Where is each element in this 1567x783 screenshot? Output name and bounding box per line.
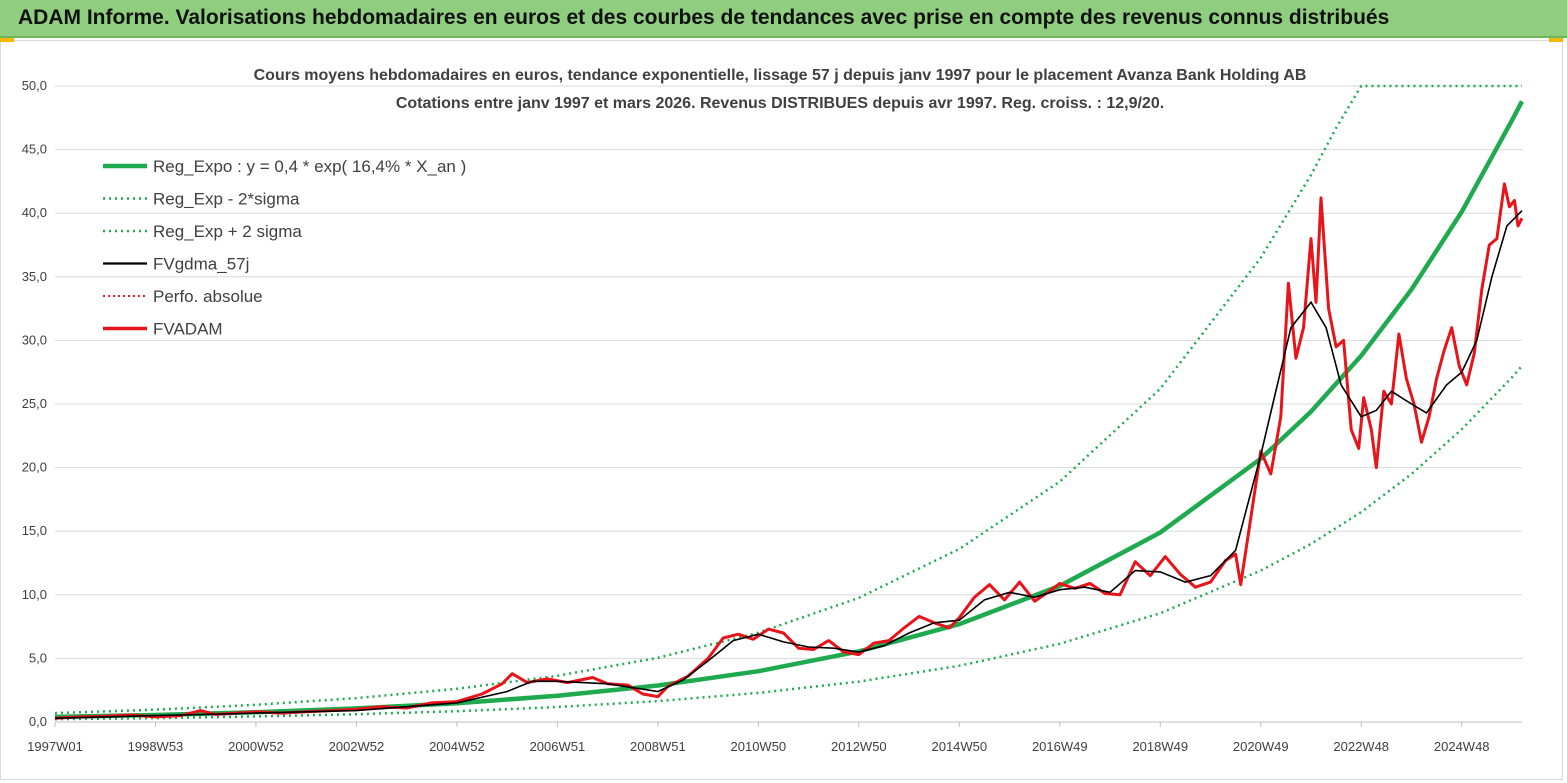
x-tick-label: 2022W48 xyxy=(1333,739,1389,754)
x-tick-label: 2000W52 xyxy=(228,739,284,754)
x-tick-label: 2014W50 xyxy=(931,739,987,754)
x-tick-label: 2016W49 xyxy=(1032,739,1088,754)
x-tick-label: 2018W49 xyxy=(1132,739,1188,754)
legend-label: FVADAM xyxy=(153,320,223,339)
x-tick-label: 2024W48 xyxy=(1434,739,1490,754)
x-tick-label: 2012W50 xyxy=(831,739,887,754)
chart-title-line2: Cotations entre janv 1997 et mars 2026. … xyxy=(396,95,1164,112)
x-tick-label: 2010W50 xyxy=(731,739,787,754)
legend-label: FVgdma_57j xyxy=(153,255,249,274)
y-tick-label: 15,0 xyxy=(22,523,47,538)
series-reg-exp-2-sigma xyxy=(54,364,1523,721)
legend: Reg_Expo : y = 0,4 * exp( 16,4% * X_an )… xyxy=(103,157,466,339)
y-tick-label: 5,0 xyxy=(29,650,47,665)
report-title: ADAM Informe. Valorisations hebdomadaire… xyxy=(18,6,1390,29)
x-tick-label: 2004W52 xyxy=(429,739,485,754)
y-tick-label: 30,0 xyxy=(22,332,47,347)
grid xyxy=(55,85,1522,723)
series-fvgdma-57j xyxy=(54,210,1523,719)
y-tick-label: 25,0 xyxy=(22,396,47,411)
x-tick-label: 2008W51 xyxy=(630,739,686,754)
y-tick-label: 0,0 xyxy=(29,714,47,729)
y-tick-label: 45,0 xyxy=(22,142,47,157)
axes: 0,0 5,0 10,0 15,0 20,0 25,0 30,0 35,0 40,0 45,0 50… xyxy=(22,78,1522,754)
x-tick-label: 1998W53 xyxy=(128,739,184,754)
series-fvadam xyxy=(54,182,1524,720)
y-tick-label: 35,0 xyxy=(22,269,47,284)
series-reg-exp-2-sigma xyxy=(54,84,1522,715)
corner-marker-right xyxy=(1549,38,1563,42)
corner-marker-left xyxy=(0,38,14,42)
y-tick-label: 10,0 xyxy=(22,587,47,602)
chart-frame xyxy=(0,40,1563,780)
x-tick-label: 2002W52 xyxy=(329,739,385,754)
title-banner: ADAM Informe. Valorisations hebdomadaire… xyxy=(0,0,1567,38)
series xyxy=(54,84,1524,721)
legend-label: Perfo. absolue xyxy=(153,287,263,306)
y-tick-label: 40,0 xyxy=(22,205,47,220)
y-tick-label: 20,0 xyxy=(22,460,47,475)
y-tick-label: 50,0 xyxy=(22,78,47,93)
legend-label: Reg_Exp + 2 sigma xyxy=(153,222,302,241)
chart-title-line1: Cours moyens hebdomadaires en euros, ten… xyxy=(254,67,1307,84)
legend-label: Reg_Exp - 2*sigma xyxy=(153,190,300,209)
x-tick-label: 2006W51 xyxy=(530,739,586,754)
x-tick-label: 2020W49 xyxy=(1233,739,1289,754)
legend-label: Reg_Expo : y = 0,4 * exp( 16,4% * X_an ) xyxy=(153,157,466,176)
x-tick-label: 1997W01 xyxy=(27,739,83,754)
